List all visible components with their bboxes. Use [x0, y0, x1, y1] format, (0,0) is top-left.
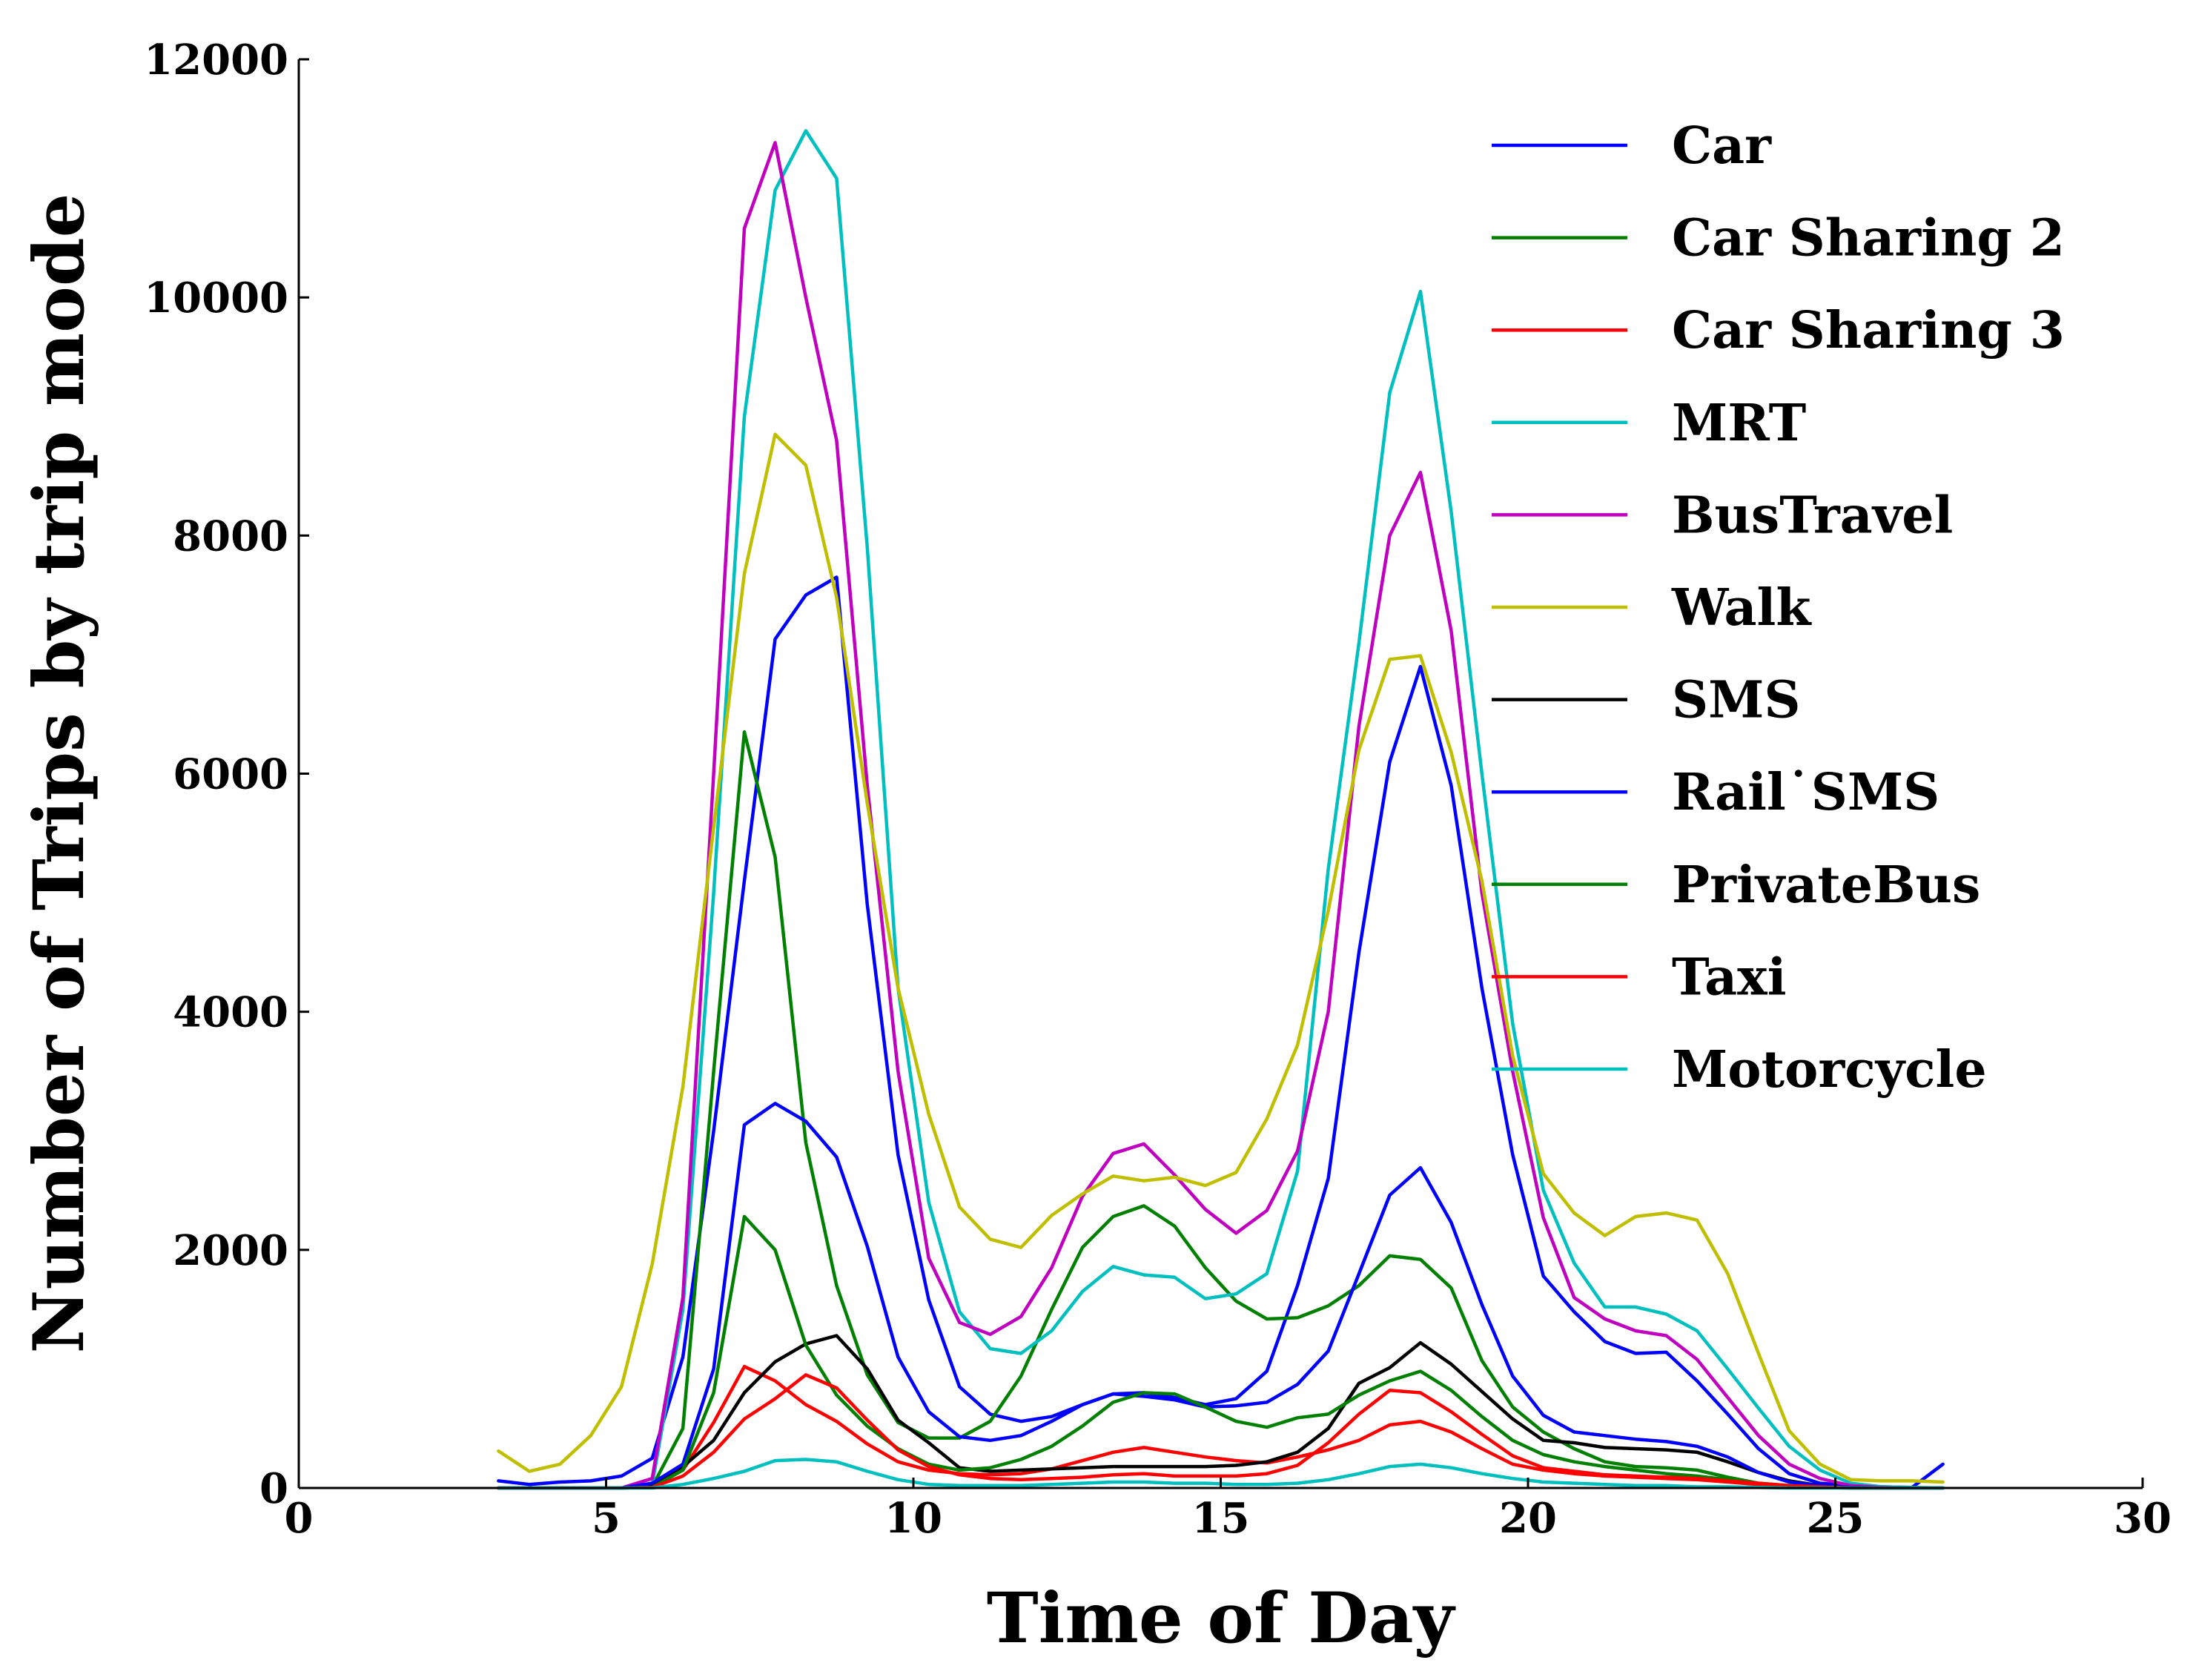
legend-label-car-sharing-2: Car Sharing 2 [1672, 209, 2065, 268]
y-tick-label: 10000 [144, 274, 288, 323]
legend-label-motorcycle: Motorcycle [1672, 1040, 1987, 1099]
y-ticks: 0 2000 4000 6000 8000 10000 12000 [144, 36, 309, 1513]
series-line-bustravel [497, 141, 1945, 1490]
series-line-sms [497, 1334, 1945, 1490]
x-tick-label: 10 [884, 1494, 942, 1543]
y-tick-label: 4000 [173, 988, 288, 1037]
y-tick-label: 0 [259, 1464, 288, 1513]
x-axis-title: Time of Day [987, 1578, 1456, 1659]
legend-label-bustravel: BusTravel [1672, 486, 1953, 545]
series-layer [497, 129, 1945, 1490]
legend-label-taxi: Taxi [1672, 948, 1787, 1007]
series-line-rail-sms [497, 1102, 1945, 1490]
legend-label-rail-sms: Rail˙SMS [1672, 763, 1939, 822]
x-tick-label: 30 [2114, 1494, 2172, 1543]
y-tick-label: 6000 [173, 750, 288, 799]
legend-label-privatebus: PrivateBus [1672, 856, 1980, 915]
x-tick-label: 0 [285, 1494, 314, 1543]
series-line-car-sharing-2 [497, 730, 1945, 1490]
y-tick-label: 2000 [173, 1226, 288, 1275]
series-line-car [497, 575, 1945, 1489]
series-line-mrt [497, 129, 1945, 1490]
x-ticks: 0 5 10 15 20 25 30 [285, 1478, 2172, 1543]
x-tick-label: 20 [1499, 1494, 1557, 1543]
legend: Car Car Sharing 2 Car Sharing 3 MRT BusTrave… [1492, 116, 2065, 1099]
legend-label-mrt: MRT [1672, 394, 1806, 453]
legend-label-car-sharing-3: Car Sharing 3 [1672, 301, 2065, 360]
y-axis-title: Number of Trips by trip mode [19, 194, 100, 1354]
x-tick-label: 25 [1807, 1494, 1865, 1543]
legend-label-sms: SMS [1672, 671, 1801, 730]
series-line-taxi [497, 1373, 1945, 1490]
y-tick-label: 8000 [173, 512, 288, 560]
series-line-privatebus [497, 1214, 1945, 1490]
legend-label-car: Car [1672, 116, 1772, 176]
plot-area: 0 5 10 15 20 25 30 0 2000 4000 6000 8000 10000 12000 [144, 36, 2172, 1543]
legend-label-walk: Walk [1671, 578, 1812, 638]
x-tick-label: 5 [592, 1494, 621, 1543]
x-tick-label: 15 [1192, 1494, 1250, 1543]
y-tick-label: 12000 [144, 36, 288, 85]
series-line-walk [497, 432, 1945, 1484]
